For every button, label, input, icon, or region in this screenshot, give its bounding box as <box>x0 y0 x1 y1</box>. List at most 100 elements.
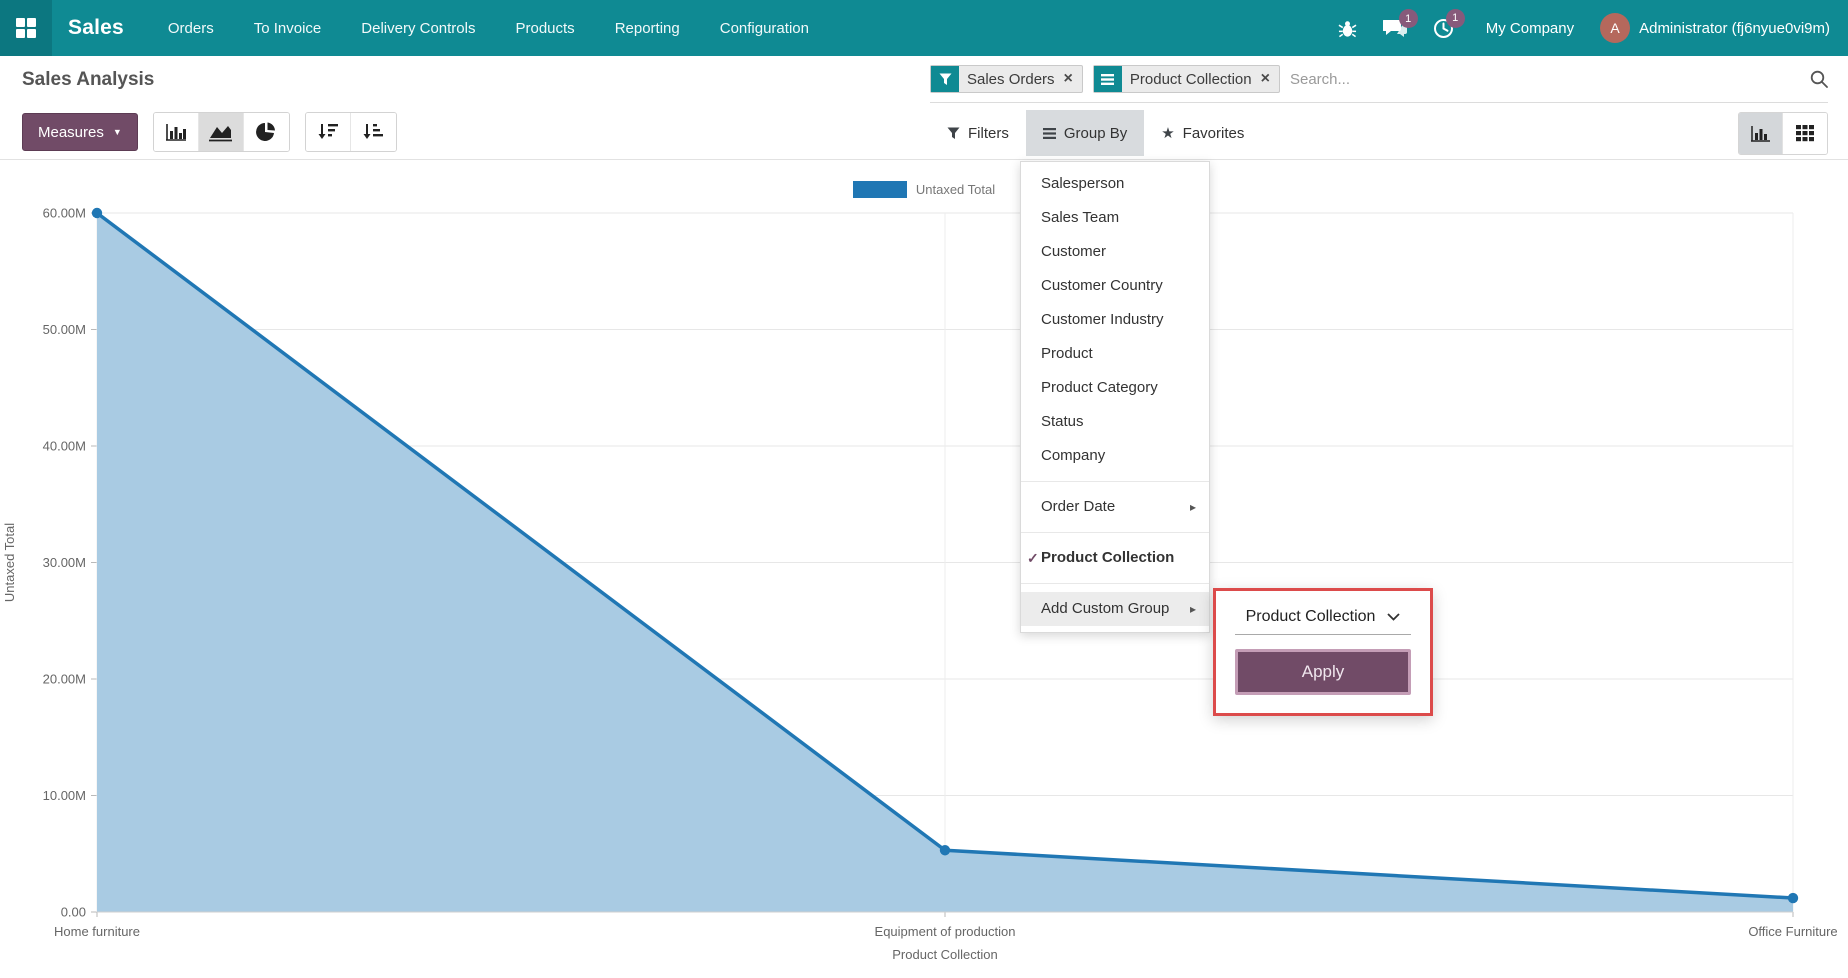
checkmark-icon: ✓ <box>1027 550 1039 566</box>
favorites-label: Favorites <box>1182 124 1245 142</box>
group-by-option-product-category[interactable]: Product Category <box>1041 379 1158 396</box>
chart-legend[interactable]: Untaxed Total <box>0 181 1848 198</box>
filter-icon <box>947 127 960 139</box>
group-by-option-customer-industry[interactable]: Customer Industry <box>1041 311 1164 328</box>
area-chart: 0.00 10.00M 20.00M 30.00M 40.00M 50.00M 60.00M… <box>2 206 1838 963</box>
group-by-icon <box>1042 127 1056 139</box>
group-by-button[interactable]: Group By <box>1025 110 1145 156</box>
activities-badge: 1 <box>1445 8 1465 28</box>
product-collection-label: Product Collection <box>1041 549 1175 566</box>
y-tick-label: 30.00M <box>43 555 86 570</box>
favorites-button[interactable]: ★ Favorites <box>1144 110 1261 156</box>
group-by-option-status[interactable]: Status <box>1041 413 1084 430</box>
avatar: A <box>1600 13 1631 43</box>
apps-menu-button[interactable] <box>0 0 52 56</box>
group-by-option-product[interactable]: Product <box>1041 345 1093 362</box>
search-bar: Sales Orders × Product Collection × <box>930 65 1828 103</box>
filters-button[interactable]: Filters <box>930 110 1026 156</box>
group-by-icon <box>1093 66 1122 92</box>
search-zone: Sales Orders × Product Collection × <box>930 65 1828 156</box>
sort-group <box>304 112 397 152</box>
menu-configuration[interactable]: Configuration <box>719 19 809 37</box>
area-fill <box>97 213 1793 912</box>
group-by-option-customer-country[interactable]: Customer Country <box>1041 277 1163 294</box>
navbar-systray: 1 1 My Company A Administrator (fj6nyue0… <box>1338 8 1848 43</box>
group-by-option-salesperson[interactable]: Salesperson <box>1041 175 1125 192</box>
submenu-arrow-icon: ▸ <box>1189 500 1196 514</box>
search-input[interactable] <box>1289 70 1802 88</box>
filter-icon <box>931 66 959 92</box>
top-navbar: Sales Orders To Invoice Delivery Control… <box>0 0 1848 56</box>
y-tick-label: 0.00 <box>61 905 86 920</box>
y-axis-title: Untaxed Total <box>2 523 17 602</box>
group-by-label: Group By <box>1063 124 1128 142</box>
facet-remove-button[interactable]: × <box>1260 70 1270 87</box>
control-panel: Sales Analysis Measures ▼ <box>0 56 1848 160</box>
data-point[interactable] <box>91 207 103 219</box>
group-by-option-order-date[interactable]: Order Date ▸ <box>1021 490 1209 524</box>
chart-region: Untaxed Total 0.00 10.00M 20.00M 30.00M 40.0… <box>0 160 1848 978</box>
sort-desc-icon <box>318 124 338 139</box>
apply-button[interactable]: Apply <box>1235 649 1411 695</box>
app-brand[interactable]: Sales <box>68 16 124 39</box>
clock-icon <box>1433 18 1453 38</box>
main-menu: Orders To Invoice Delivery Controls Prod… <box>168 20 809 37</box>
add-custom-group-item[interactable]: Add Custom Group ▸ <box>1021 592 1209 626</box>
group-by-option-customer[interactable]: Customer <box>1041 243 1107 260</box>
group-by-dropdown: Salesperson Sales Team Customer Customer… <box>1020 161 1210 633</box>
facet-sales-orders[interactable]: Sales Orders × <box>930 65 1083 93</box>
search-submit-button[interactable] <box>1802 70 1828 88</box>
messages-button[interactable]: 1 <box>1382 9 1418 38</box>
star-icon: ★ <box>1161 125 1175 142</box>
search-options-row: Filters Group By ★ Favorites <box>930 110 1828 156</box>
legend-label: Untaxed Total <box>915 182 996 197</box>
graph-view-button[interactable] <box>1739 113 1783 154</box>
x-tick-label: Home furniture <box>54 924 140 939</box>
sort-asc-icon <box>363 124 384 139</box>
view-switcher <box>1738 112 1828 155</box>
area-chart-icon <box>209 125 233 141</box>
group-by-option-company[interactable]: Company <box>1041 447 1106 464</box>
debug-button[interactable] <box>1338 19 1357 38</box>
data-point[interactable] <box>1787 892 1799 904</box>
custom-group-popover: Product Collection Apply <box>1213 588 1433 716</box>
sort-ascending-button[interactable] <box>350 113 396 151</box>
order-date-label: Order Date <box>1041 498 1116 515</box>
menu-to-invoice[interactable]: To Invoice <box>253 19 322 37</box>
menu-divider <box>1021 532 1209 533</box>
group-by-option-product-collection[interactable]: ✓ Product Collection <box>1021 541 1209 575</box>
menu-products[interactable]: Products <box>515 19 575 37</box>
apps-grid-icon <box>16 18 36 38</box>
y-tick-label: 20.00M <box>43 672 86 687</box>
pie-chart-button[interactable] <box>243 113 289 151</box>
pivot-view-button[interactable] <box>1783 113 1827 154</box>
y-tick-label: 10.00M <box>43 788 86 803</box>
data-point[interactable] <box>939 845 951 856</box>
custom-group-field-select[interactable]: Product Collection <box>1235 608 1411 635</box>
bar-chart-icon <box>165 123 186 141</box>
facet-product-collection[interactable]: Product Collection × <box>1092 65 1280 93</box>
x-axis-title: Product Collection <box>892 947 998 962</box>
facet-remove-button[interactable]: × <box>1063 70 1073 87</box>
user-menu[interactable]: A Administrator (fj6nyue0vi9m) <box>1600 13 1830 43</box>
user-name: Administrator (fj6nyue0vi9m) <box>1639 19 1830 37</box>
sort-descending-button[interactable] <box>305 113 351 151</box>
graph-view-icon <box>1751 125 1770 142</box>
menu-delivery-controls[interactable]: Delivery Controls <box>361 19 476 37</box>
company-switcher[interactable]: My Company <box>1485 19 1575 37</box>
menu-orders[interactable]: Orders <box>167 19 214 37</box>
submenu-arrow-icon: ▸ <box>1189 602 1196 616</box>
magnifier-icon <box>1810 70 1828 88</box>
chevron-down-icon <box>1387 613 1401 621</box>
measures-label: Measures <box>38 123 104 141</box>
measures-button[interactable]: Measures ▼ <box>22 113 138 151</box>
area-chart-button[interactable] <box>198 113 244 151</box>
facet-label: Sales Orders <box>967 70 1055 88</box>
page-title: Sales Analysis <box>22 69 155 90</box>
facet-label: Product Collection <box>1129 70 1252 88</box>
group-by-option-sales-team[interactable]: Sales Team <box>1041 209 1120 226</box>
bar-chart-button[interactable] <box>153 113 199 151</box>
menu-reporting[interactable]: Reporting <box>614 19 680 37</box>
x-tick-label: Office Furniture <box>1748 924 1837 939</box>
activities-button[interactable]: 1 <box>1433 8 1465 39</box>
